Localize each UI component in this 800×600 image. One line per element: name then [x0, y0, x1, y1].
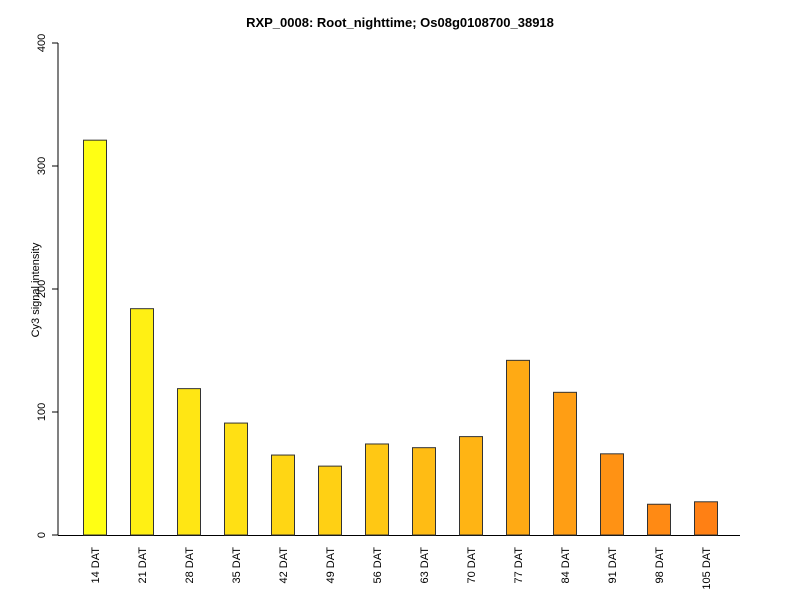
bars [83, 139, 718, 536]
bar [83, 139, 107, 536]
bar [600, 453, 624, 536]
bar [459, 436, 483, 536]
y-tick-label: 200 [36, 280, 48, 298]
bar [412, 447, 436, 536]
y-tick-label: 300 [36, 157, 48, 175]
x-tick-label: 91 DAT [607, 547, 619, 584]
y-tick-label: 400 [36, 34, 48, 52]
x-tick-label: 28 DAT [184, 547, 196, 584]
x-tick-label: 21 DAT [137, 547, 149, 584]
y-tick-label: 100 [36, 403, 48, 421]
bar [224, 422, 248, 536]
x-tick-label: 49 DAT [325, 547, 337, 584]
bar [271, 454, 295, 536]
bar [506, 359, 530, 536]
bar [365, 443, 389, 536]
x-tick-label: 84 DAT [560, 547, 572, 584]
x-tick-label: 105 DAT [701, 547, 713, 590]
bar [647, 503, 671, 536]
bar [694, 501, 718, 536]
x-tick-labels: 14 DAT 21 DAT 28 DAT 35 DAT 42 DAT 49 DAT 56 D… [90, 547, 713, 590]
bar [130, 308, 154, 536]
y-axis-label: Cy3 signal intensity [30, 242, 42, 337]
y-ticks: 0 100 200 300 400 [36, 34, 58, 538]
bar [177, 388, 201, 536]
y-tick-label: 0 [36, 532, 48, 538]
x-tick-label: 77 DAT [513, 547, 525, 584]
x-tick-label: 42 DAT [278, 547, 290, 584]
chart-title: RXP_0008: Root_nighttime; Os08g0108700_3… [246, 15, 554, 30]
bar [318, 465, 342, 536]
x-tick-label: 35 DAT [231, 547, 243, 584]
x-tick-label: 98 DAT [654, 547, 666, 584]
x-tick-label: 56 DAT [372, 547, 384, 584]
x-tick-label: 63 DAT [419, 547, 431, 584]
x-tick-label: 14 DAT [90, 547, 102, 584]
x-tick-label: 70 DAT [466, 547, 478, 584]
bar [553, 391, 577, 536]
